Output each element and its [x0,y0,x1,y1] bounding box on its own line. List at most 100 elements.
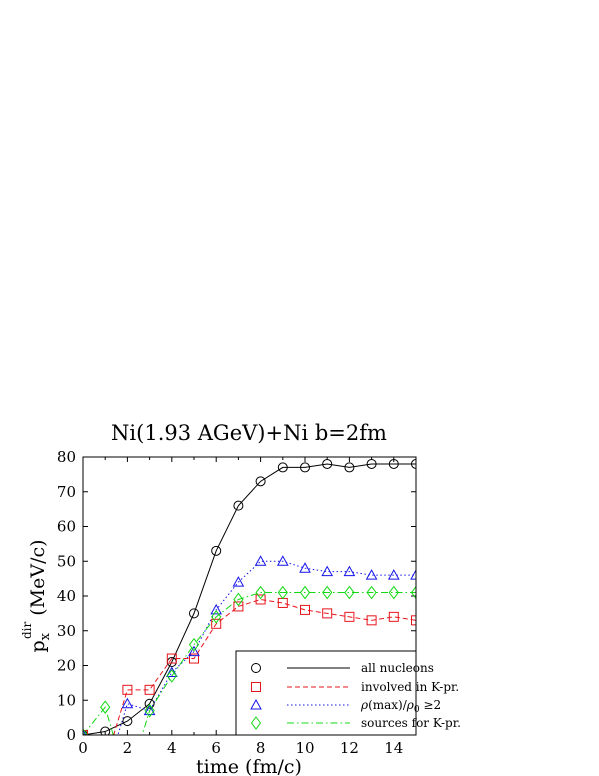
legend-items: all nucleons involved in K-pr. ρ(max)/ρ0 ≥… [250,661,461,730]
data-point-diamond [366,585,377,600]
legend-label: ρ(max)/ρ0 ≥2 [360,698,441,715]
series-line-square [83,598,416,735]
x-tick-label: 4 [167,739,177,757]
y-tick-label: 60 [57,518,76,536]
y-tick-label: 20 [57,657,76,675]
y-axis-label-sub: x [38,632,53,640]
data-point-circle [411,458,416,469]
data-point-square [411,615,416,626]
y-axis-label-sup: dir [20,622,34,640]
data-point-square [255,594,266,605]
data-point-diamond [277,585,288,600]
axis-ticks: 0 2 4 6 8 10 12 14 0 10 20 30 40 50 60 70 80 [57,448,416,757]
data-point-circle [277,462,288,473]
data-point-square [300,604,310,615]
data-point-square [189,653,199,664]
data-point-circle [100,726,111,735]
data-point-diamond [100,700,111,715]
x-tick-label: 8 [256,739,266,757]
series-line-circle [83,463,416,735]
data-point-square [233,601,244,612]
data-point-circle [300,462,310,473]
y-tick-label: 80 [57,448,76,466]
data-point-triangle [343,565,356,577]
chart-title: Ni(1.93 AGeV)+Ni b=2fm [111,421,387,445]
data-point-square [166,653,177,664]
legend: all nucleons involved in K-pr. ρ(max)/ρ0 ≥… [235,650,461,736]
y-tick-label: 10 [57,691,76,709]
x-tick-label: 0 [78,739,88,757]
data-point-triangle [165,666,178,677]
data-point-diamond [83,728,89,735]
data-point-circle [122,716,133,727]
legend-box [235,650,417,736]
y-axis-label: pxdir (MeV/c) [20,539,53,652]
data-point-square [211,618,222,629]
data-point-diamond [322,585,333,600]
svg-text:pxdir(MeV/c): pxdir (MeV/c) [20,539,53,652]
data-point-diamond [388,585,399,600]
data-point-circle [388,458,399,469]
data-point-square [344,611,355,622]
data-point-diamond [144,703,155,718]
data-point-square [322,608,333,619]
data-point-triangle [100,772,110,776]
data-point-circle [344,462,355,473]
series-lines [83,463,416,735]
data-point-triangle [232,576,245,587]
data-point-square [101,758,110,767]
data-point-circle [211,545,222,556]
x-tick-label: 12 [340,739,359,757]
data-point-square [388,611,399,622]
x-tick-label: 10 [295,739,314,757]
data-point-triangle [188,645,200,657]
x-tick-label: 6 [211,739,221,757]
series-markers [83,458,416,776]
data-point-diamond [211,610,222,624]
legend-label: involved in K-pr. [361,680,459,694]
legend-marker-triangle [250,698,262,710]
x-tick-label: 14 [384,739,403,757]
data-point-diamond [255,585,266,600]
data-point-diamond [410,585,416,600]
data-point-triangle [321,565,334,577]
y-tick-label: 0 [66,726,76,744]
y-tick-label: 40 [57,587,76,605]
data-point-diamond [188,637,200,652]
legend-label: all nucleons [361,661,434,675]
series-line-triangle [83,560,416,735]
y-axis-label-main: p [27,640,49,652]
data-point-triangle [410,569,416,580]
data-point-triangle [121,697,134,709]
data-point-triangle [276,555,289,566]
y-axis-label-unit: (MeV/c) [27,539,49,615]
data-point-diamond [233,592,244,607]
x-axis-label: time (fm/c) [196,756,302,776]
data-point-triangle [143,704,156,716]
data-point-triangle [210,603,223,615]
y-tick-label: 70 [57,483,76,501]
data-point-square [144,684,155,695]
data-point-triangle [365,569,378,580]
data-point-circle [255,476,266,487]
data-point-circle [189,608,199,619]
data-point-triangle [254,555,267,566]
data-point-circle [366,458,377,469]
data-point-square [122,684,133,695]
data-point-diamond [344,585,355,600]
data-point-circle [144,698,155,709]
legend-label: sources for K-pr. [361,716,461,730]
data-point-square [366,615,377,626]
data-point-diamond [166,669,177,683]
data-point-triangle [299,562,311,573]
data-point-circle [322,458,333,469]
data-point-triangle [387,569,400,580]
legend-marker-diamond [250,716,262,730]
x-tick-label: 2 [123,739,133,757]
legend-marker-circle [251,663,261,673]
legend-marker-square [251,682,261,692]
data-point-diamond [299,585,311,600]
y-tick-label: 30 [57,622,76,640]
data-point-circle [233,500,244,511]
